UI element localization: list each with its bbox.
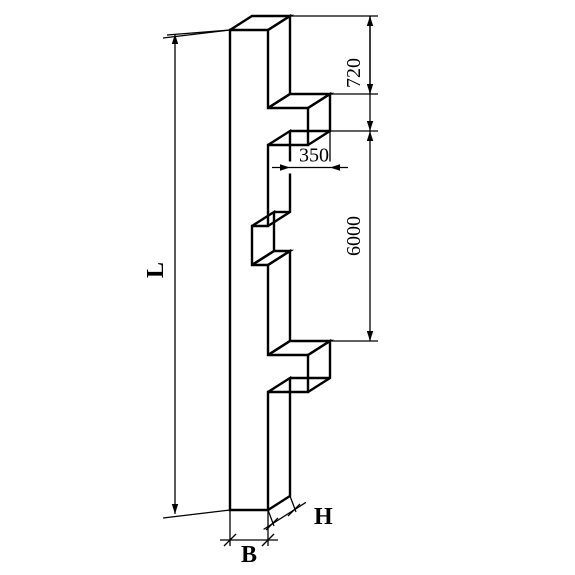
dim-label-B: B [241, 542, 257, 568]
part-front-outline [230, 30, 308, 510]
dim-label-L: L [143, 262, 169, 278]
dim-label-350: 350 [299, 145, 329, 167]
dim-label-H: H [314, 504, 333, 530]
dim-label-6000: 6000 [343, 216, 365, 256]
engineering-drawing: L B H 350 6000 720 [0, 0, 575, 575]
dim-label-720: 720 [343, 58, 365, 88]
